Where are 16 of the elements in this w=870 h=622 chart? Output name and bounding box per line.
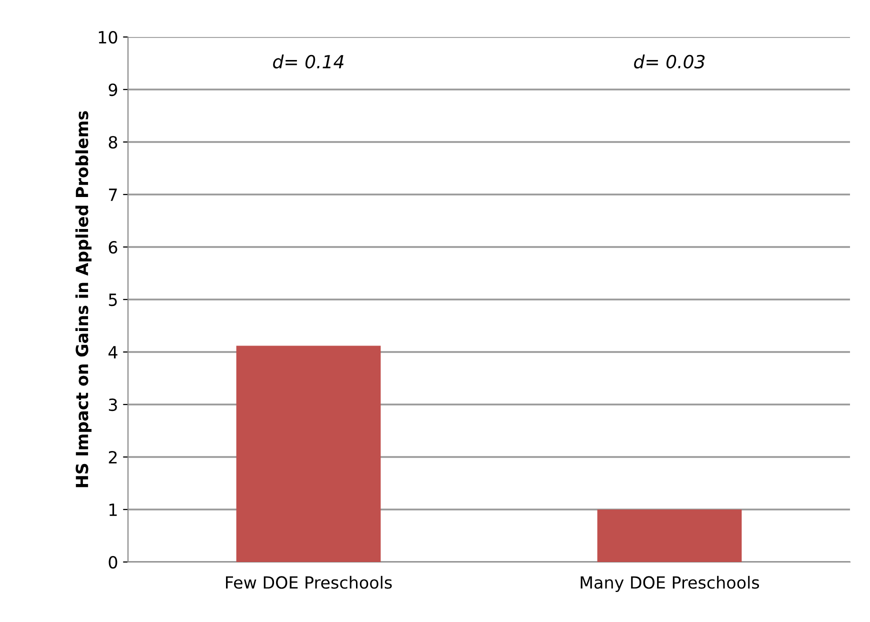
y-tick-label: 6: [108, 240, 118, 254]
x-tick-label: Many DOE Preschools: [580, 576, 760, 592]
y-tick-label: 5: [108, 294, 117, 306]
y-tick-label: 7: [109, 188, 117, 201]
annotation: d= 0.03: [634, 54, 705, 68]
y-axis-title: HS Impact on Gains in Applied Problems: [75, 111, 92, 488]
y-tick-label: 10: [98, 30, 118, 44]
y-tick-label: 1: [110, 504, 117, 516]
x-tick-label: Few DOE Preschools: [226, 576, 392, 589]
y-tick-label: 0: [108, 556, 118, 569]
y-tick-label: 8: [108, 136, 118, 149]
y-tick-label: 3: [108, 398, 117, 412]
annotation: d= 0.14: [273, 54, 344, 68]
y-tick-label: 9: [108, 83, 118, 96]
y-tick-label: 2: [108, 450, 117, 464]
y-tick-label: 4: [108, 346, 118, 358]
